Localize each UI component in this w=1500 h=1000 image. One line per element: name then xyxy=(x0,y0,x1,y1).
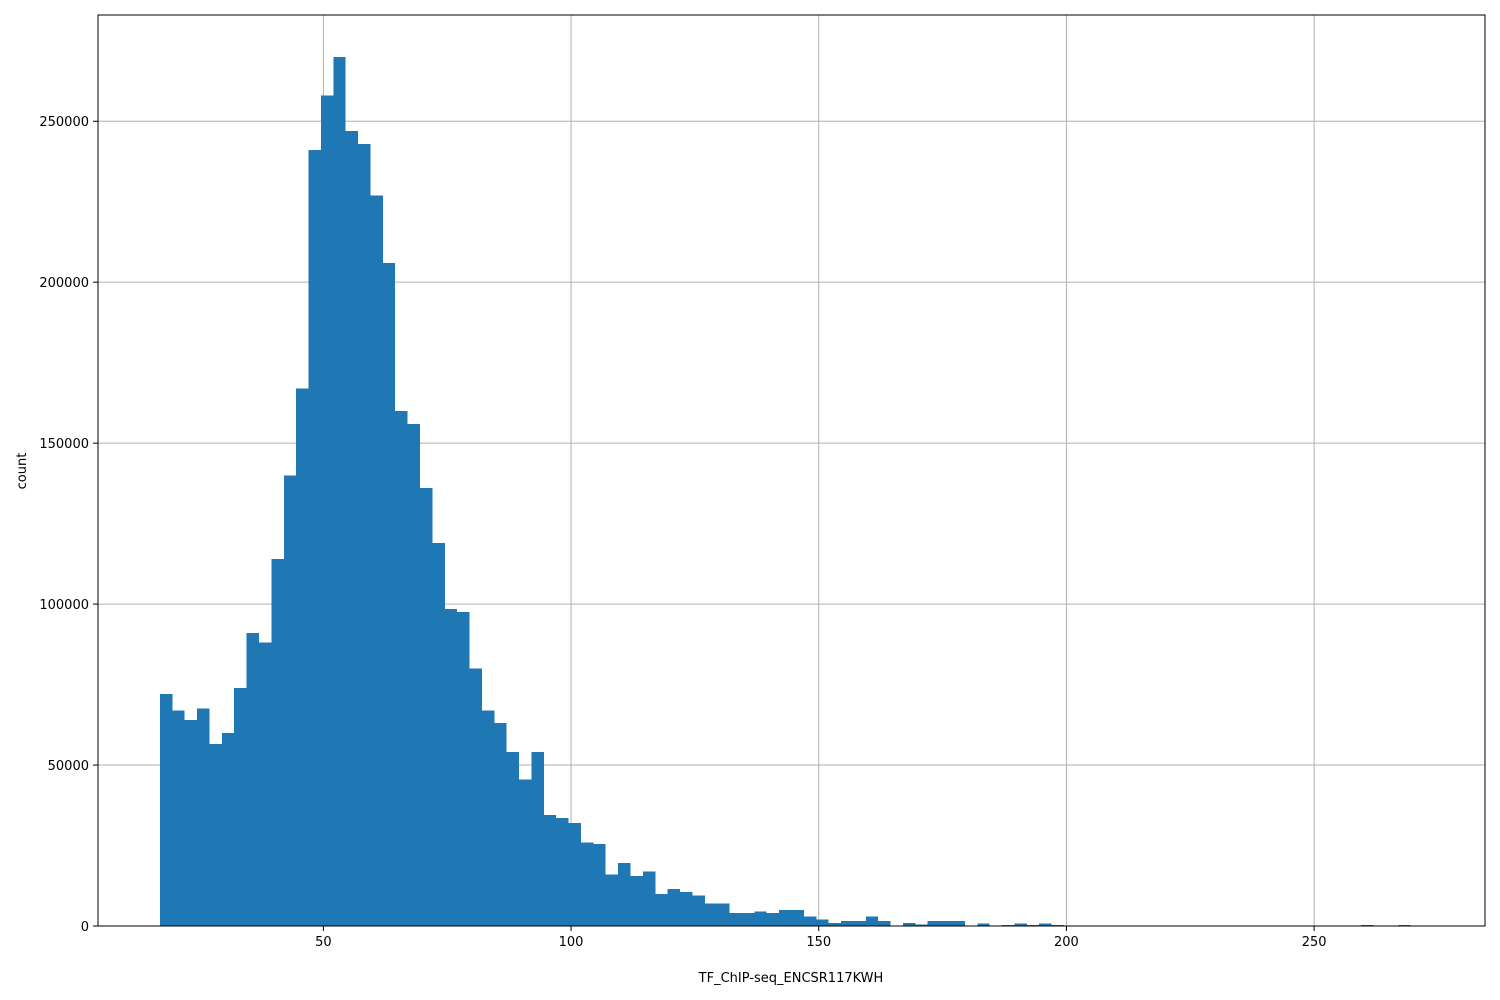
histogram-bar xyxy=(642,871,656,926)
histogram-bar xyxy=(382,262,396,926)
y-tick-label: 50000 xyxy=(48,759,89,774)
histogram-bar xyxy=(580,842,594,926)
y-axis-label: count xyxy=(15,453,30,490)
y-tick-label: 100000 xyxy=(39,598,89,613)
histogram-bar xyxy=(766,913,780,926)
histogram-bar xyxy=(704,903,718,926)
histogram-bar xyxy=(184,719,198,926)
histogram-bar xyxy=(779,909,792,926)
y-tick-label: 150000 xyxy=(39,437,89,452)
histogram-bar xyxy=(1039,923,1052,926)
histogram-bar xyxy=(754,911,767,926)
histogram-bar xyxy=(395,410,408,926)
histogram-bar xyxy=(1014,923,1027,926)
x-tick-label: 200 xyxy=(1054,935,1079,950)
histogram-bar xyxy=(618,863,631,926)
histogram-bar xyxy=(878,921,891,926)
histogram-bar xyxy=(803,916,817,926)
histogram-bar xyxy=(791,909,804,926)
histogram-bar xyxy=(531,752,544,926)
histogram-bar xyxy=(729,913,742,926)
histogram-bar xyxy=(246,633,259,926)
histogram-bar xyxy=(444,608,458,926)
histogram-bar xyxy=(234,687,247,926)
histogram-bar xyxy=(927,921,941,926)
histogram-bar xyxy=(320,95,334,926)
histogram-bar xyxy=(828,922,842,926)
x-tick-label: 150 xyxy=(806,935,831,950)
histogram-bar xyxy=(258,642,272,926)
histogram-bar xyxy=(172,710,185,926)
histogram-bar xyxy=(308,150,321,926)
histogram-bar xyxy=(940,921,953,926)
histogram-bar xyxy=(419,488,433,926)
y-tick-label: 0 xyxy=(81,920,89,935)
histogram-bar xyxy=(915,924,928,926)
histogram-bar xyxy=(345,130,359,926)
x-tick-label: 250 xyxy=(1302,935,1327,950)
histogram-bar xyxy=(865,916,879,926)
histogram-bar xyxy=(568,822,581,926)
histogram-bar xyxy=(494,723,507,926)
histogram-bar xyxy=(469,668,482,926)
histogram-bars xyxy=(159,56,1448,926)
histogram-bar xyxy=(457,612,470,926)
y-axis-ticks: 0 50000 100000 150000 200000 250000 xyxy=(39,115,98,935)
histogram-bar xyxy=(902,922,916,926)
histogram-bar xyxy=(370,195,383,926)
x-axis-label: TF_ChIP-seq_ENCSR117KWH xyxy=(698,971,884,986)
histogram-bar xyxy=(481,710,495,926)
histogram-bar xyxy=(333,56,346,926)
histogram-bar xyxy=(816,919,829,926)
histogram-bar xyxy=(692,895,705,926)
histogram-bar xyxy=(519,779,532,926)
histogram-bar xyxy=(506,752,520,926)
histogram-bar xyxy=(209,744,222,926)
histogram-bar xyxy=(841,921,854,926)
histogram-bar xyxy=(296,388,309,926)
histogram-bar xyxy=(655,893,668,926)
x-axis-ticks: 50 100 150 200 250 xyxy=(315,926,1327,950)
histogram-bar xyxy=(159,694,173,926)
histogram-bar xyxy=(432,542,445,926)
histogram-bar xyxy=(717,903,730,926)
histogram-bar xyxy=(271,559,284,926)
histogram-bar xyxy=(283,475,297,926)
histogram-bar xyxy=(358,143,371,926)
histogram-bar xyxy=(667,888,681,926)
y-tick-label: 200000 xyxy=(39,276,89,291)
histogram-bar xyxy=(197,708,210,926)
histogram-bar xyxy=(977,923,990,926)
histogram-bar xyxy=(853,921,866,926)
histogram-bar xyxy=(593,843,606,926)
histogram-bar xyxy=(680,892,693,926)
y-tick-label: 250000 xyxy=(39,115,89,130)
histogram-bar xyxy=(630,876,643,926)
histogram-bar xyxy=(543,814,557,926)
x-tick-label: 50 xyxy=(315,935,332,950)
histogram-bar xyxy=(605,874,619,926)
histogram-bar xyxy=(556,818,569,926)
histogram-bar xyxy=(952,921,965,926)
histogram-bar xyxy=(741,913,755,926)
x-tick-label: 100 xyxy=(559,935,584,950)
histogram-bar xyxy=(221,732,235,926)
plot-frame xyxy=(97,14,1486,927)
histogram-bar xyxy=(407,423,420,926)
